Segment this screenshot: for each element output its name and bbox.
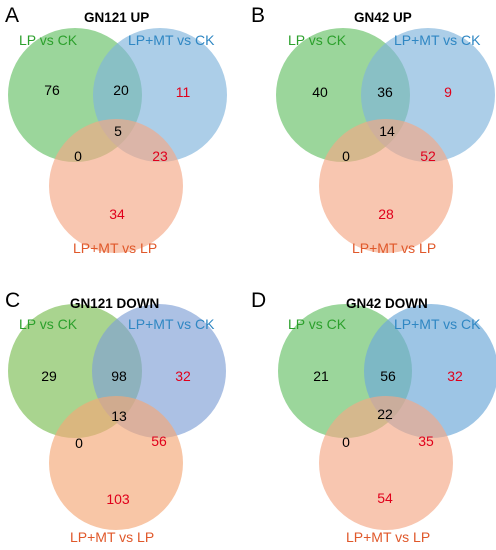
count-lpmt-ck-only: 32 bbox=[447, 368, 463, 384]
set-label-lpmt-vs-ck: LP+MT vs CK bbox=[394, 32, 481, 48]
count-lpmt-lp-only: 54 bbox=[377, 490, 393, 506]
panel-title: GN42 DOWN bbox=[346, 296, 428, 311]
count-lpmt-ck-only: 9 bbox=[444, 84, 452, 100]
panel-letter: C bbox=[5, 289, 21, 312]
set-label-lp-vs-ck: LP vs CK bbox=[19, 32, 78, 48]
count-abc: 5 bbox=[114, 123, 122, 139]
count-lpmt-ck-only: 11 bbox=[175, 84, 191, 100]
venn-diagram-d bbox=[278, 304, 496, 530]
venn-panel-b: B GN42 UP LP vs CK LP+MT vs CK LP+MT vs … bbox=[248, 0, 496, 275]
count-abc: 13 bbox=[111, 408, 127, 424]
count-lpmt-ck-only: 32 bbox=[175, 368, 191, 384]
count-ac: 0 bbox=[342, 148, 350, 164]
count-lpmt-lp-only: 34 bbox=[109, 206, 125, 222]
count-ab: 36 bbox=[377, 84, 393, 100]
panel-title: GN121 DOWN bbox=[70, 296, 160, 311]
set-label-lpmt-vs-lp: LP+MT vs LP bbox=[352, 240, 437, 256]
venn-diagram-b bbox=[276, 28, 495, 253]
count-lp-only: 76 bbox=[44, 82, 60, 98]
count-bc: 23 bbox=[152, 148, 168, 164]
count-lp-only: 29 bbox=[41, 368, 57, 384]
panel-title: GN42 UP bbox=[354, 10, 412, 25]
venn-panel-d: D GN42 DOWN LP vs CK LP+MT vs CK LP+MT v… bbox=[248, 275, 496, 550]
count-abc: 22 bbox=[377, 406, 393, 422]
count-bc: 35 bbox=[418, 433, 434, 449]
count-ab: 56 bbox=[380, 368, 396, 384]
venn-diagram-a bbox=[8, 28, 227, 253]
panel-letter: D bbox=[251, 289, 267, 312]
count-bc: 52 bbox=[420, 148, 436, 164]
set-label-lpmt-vs-ck: LP+MT vs CK bbox=[128, 32, 215, 48]
count-ac: 0 bbox=[74, 148, 82, 164]
panel-letter: A bbox=[5, 4, 20, 27]
set-label-lpmt-vs-ck: LP+MT vs CK bbox=[128, 316, 215, 332]
set-label-lpmt-vs-lp: LP+MT vs LP bbox=[73, 240, 158, 256]
panel-letter: B bbox=[251, 4, 266, 27]
set-label-lp-vs-ck: LP vs CK bbox=[288, 32, 347, 48]
circle-lpmt-vs-lp bbox=[319, 396, 453, 530]
venn-panel-a: A GN121 UP LP vs CK LP+MT vs CK LP+MT vs… bbox=[0, 0, 248, 275]
set-label-lp-vs-ck: LP vs CK bbox=[19, 316, 78, 332]
venn-diagram-c bbox=[8, 304, 226, 530]
count-lpmt-lp-only: 103 bbox=[106, 491, 130, 507]
set-label-lpmt-vs-lp: LP+MT vs LP bbox=[70, 529, 155, 545]
count-lp-only: 21 bbox=[313, 368, 329, 384]
count-ab: 20 bbox=[113, 82, 129, 98]
count-ab: 98 bbox=[111, 368, 127, 384]
set-label-lpmt-vs-lp: LP+MT vs LP bbox=[346, 529, 431, 545]
count-abc: 14 bbox=[379, 123, 395, 139]
circle-lpmt-vs-lp bbox=[319, 119, 453, 253]
count-bc: 56 bbox=[151, 433, 167, 449]
venn-panel-c: C GN121 DOWN LP vs CK LP+MT vs CK LP+MT … bbox=[0, 275, 248, 550]
circle-lpmt-vs-lp bbox=[49, 396, 183, 530]
count-lpmt-lp-only: 28 bbox=[378, 206, 394, 222]
count-ac: 0 bbox=[342, 434, 350, 450]
count-ac: 0 bbox=[75, 435, 83, 451]
count-lp-only: 40 bbox=[312, 84, 328, 100]
set-label-lpmt-vs-ck: LP+MT vs CK bbox=[394, 316, 481, 332]
panel-title: GN121 UP bbox=[84, 10, 150, 25]
set-label-lp-vs-ck: LP vs CK bbox=[288, 316, 347, 332]
circle-lpmt-vs-lp bbox=[49, 119, 183, 253]
